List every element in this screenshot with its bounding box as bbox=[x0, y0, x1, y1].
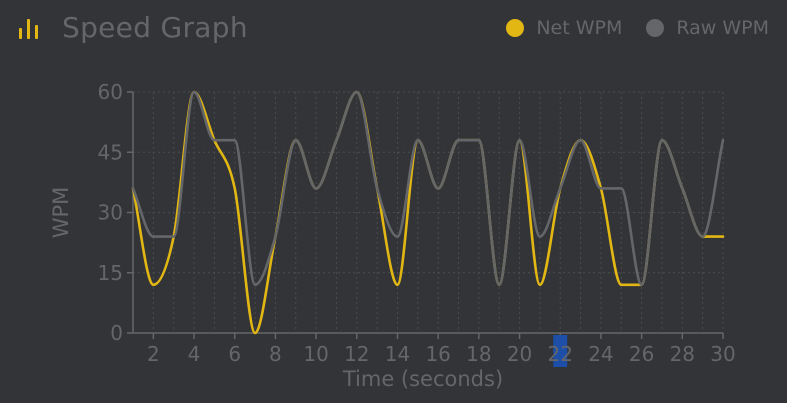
legend-dot-net bbox=[506, 19, 525, 37]
grid bbox=[132, 91, 724, 334]
x-axis-title: Time (seconds) bbox=[342, 367, 503, 391]
x-tick-label: 8 bbox=[269, 342, 282, 366]
bar-chart-icon bbox=[19, 19, 38, 39]
y-axis-title: WPM bbox=[49, 187, 73, 239]
y-tick-label: 0 bbox=[110, 321, 123, 345]
y-tick-label: 45 bbox=[98, 140, 123, 164]
legend-label-raw: Raw WPM bbox=[676, 17, 769, 39]
chart-legend: Net WPM Raw WPM bbox=[506, 17, 769, 39]
y-tick-label: 60 bbox=[98, 80, 123, 104]
x-tick-label: 26 bbox=[629, 342, 654, 366]
legend-item-raw[interactable]: Raw WPM bbox=[646, 17, 769, 39]
x-tick-label: 16 bbox=[425, 342, 450, 366]
x-tick-label: 28 bbox=[670, 342, 695, 366]
x-tick-label: 18 bbox=[466, 342, 491, 366]
chart-header: Speed Graph Net WPM Raw WPM bbox=[0, 0, 787, 60]
x-tick-label: 30 bbox=[710, 342, 735, 366]
series bbox=[131, 90, 725, 335]
legend-dot-raw bbox=[646, 19, 665, 37]
legend-label-net: Net WPM bbox=[536, 17, 623, 39]
x-tick-label: 12 bbox=[344, 342, 369, 366]
x-tick-label: 6 bbox=[228, 342, 241, 366]
y-tick-label: 15 bbox=[98, 261, 123, 285]
axes bbox=[127, 91, 724, 339]
x-tick-label: 10 bbox=[303, 342, 328, 366]
x-tick-label: 24 bbox=[588, 342, 613, 366]
chart-title: Speed Graph bbox=[62, 11, 248, 44]
raw-wpm-line bbox=[131, 90, 725, 287]
x-tick-label: 14 bbox=[385, 342, 410, 366]
y-tick-label: 30 bbox=[98, 201, 123, 225]
x-tick-label: 22 bbox=[548, 342, 573, 366]
legend-item-net[interactable]: Net WPM bbox=[506, 17, 622, 39]
x-tick-label: 20 bbox=[507, 342, 532, 366]
x-tick-highlight bbox=[553, 335, 568, 367]
x-tick-label: 4 bbox=[188, 342, 201, 366]
x-tick-label: 2 bbox=[147, 342, 160, 366]
